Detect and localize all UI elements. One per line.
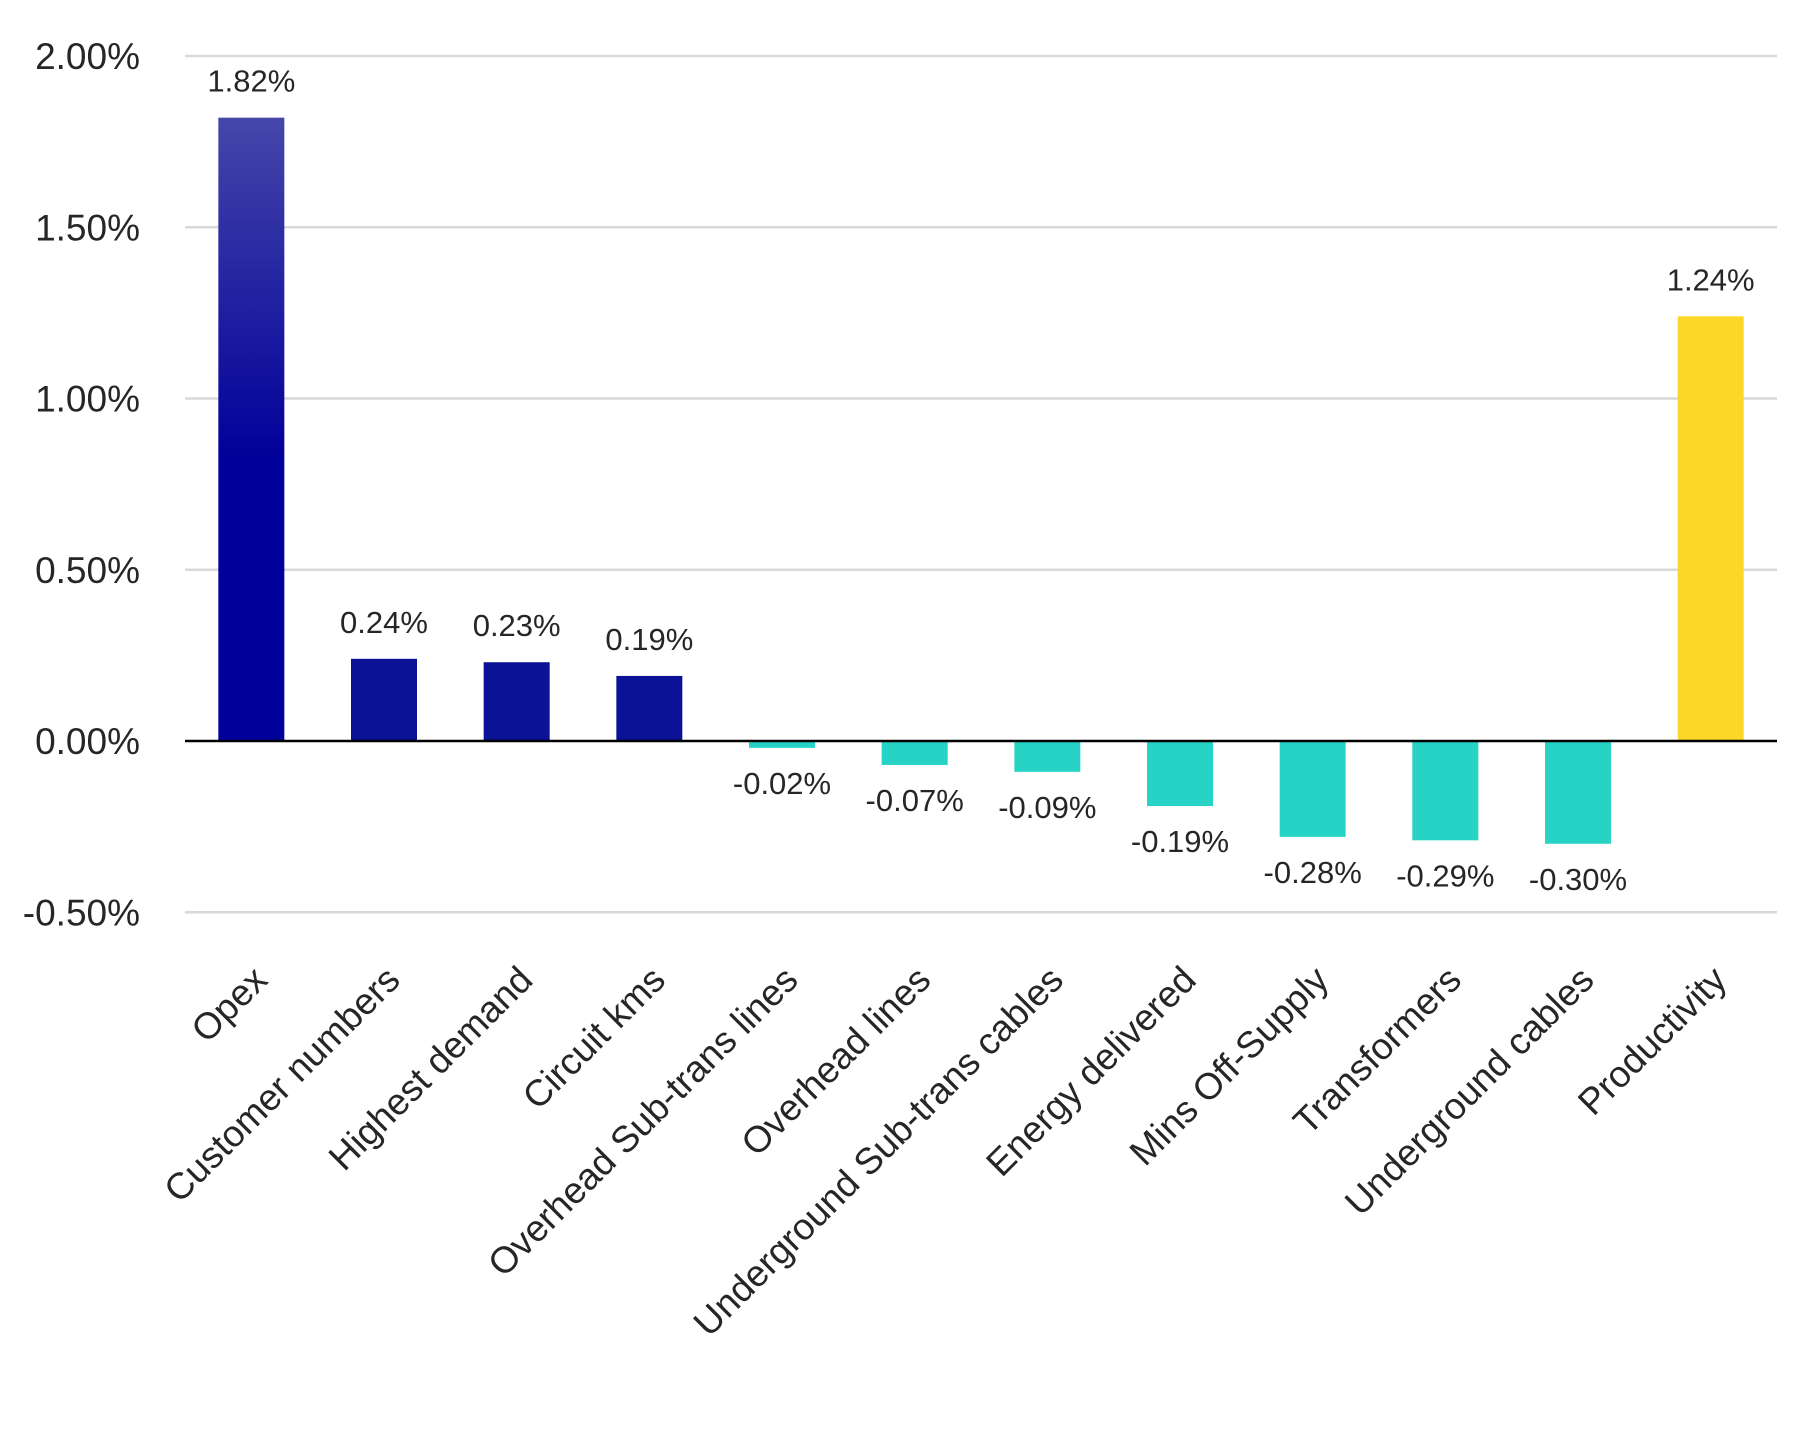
data-label: 0.24% xyxy=(340,605,428,640)
y-tick-label: 1.00% xyxy=(35,379,140,420)
data-label: -0.28% xyxy=(1264,855,1362,890)
bar-underground-sub-trans-cables xyxy=(1014,741,1081,772)
data-label: -0.09% xyxy=(998,790,1096,825)
data-label: 0.19% xyxy=(605,622,693,657)
data-label: 1.24% xyxy=(1667,262,1755,297)
data-labels: 1.82% 0.24% 0.23% 0.19% -0.02% -0.07% -0.09% -0… xyxy=(207,64,1754,897)
bar-highest-demand xyxy=(483,662,550,741)
data-label: -0.07% xyxy=(866,783,964,818)
data-label: -0.30% xyxy=(1529,862,1627,897)
y-tick-label: 0.50% xyxy=(35,550,140,591)
bar-opex xyxy=(218,117,285,741)
y-axis-ticks: -0.50% 0.00% 0.50% 1.00% 1.50% 2.00% xyxy=(23,36,140,933)
bar-circuit-kms xyxy=(616,675,683,741)
bar-underground-cables xyxy=(1545,741,1611,844)
bar-transformers xyxy=(1412,741,1479,841)
data-label: 0.23% xyxy=(473,608,561,643)
bar-customer-numbers xyxy=(351,658,417,741)
bar-mins-off-supply xyxy=(1279,741,1346,837)
bar-energy-delivered xyxy=(1147,741,1213,807)
x-tick-label: Underground cables xyxy=(1337,959,1602,1224)
data-label: -0.02% xyxy=(733,766,831,801)
bar-overhead-lines xyxy=(881,741,948,765)
y-tick-label: 0.00% xyxy=(35,721,140,762)
data-label: 1.82% xyxy=(207,64,295,99)
bar-productivity xyxy=(1677,316,1744,741)
y-tick-label: 2.00% xyxy=(35,36,140,77)
data-label: -0.19% xyxy=(1131,824,1229,859)
x-tick-label: Customer numbers xyxy=(156,959,407,1210)
data-label: -0.29% xyxy=(1396,858,1494,893)
gridlines xyxy=(185,54,1777,914)
bars xyxy=(218,117,1744,844)
bar-overhead-sub-trans-lines xyxy=(749,741,815,748)
y-tick-label: 1.50% xyxy=(35,207,140,248)
x-tick-label: Opex xyxy=(183,958,275,1050)
y-tick-label: -0.50% xyxy=(23,892,140,933)
